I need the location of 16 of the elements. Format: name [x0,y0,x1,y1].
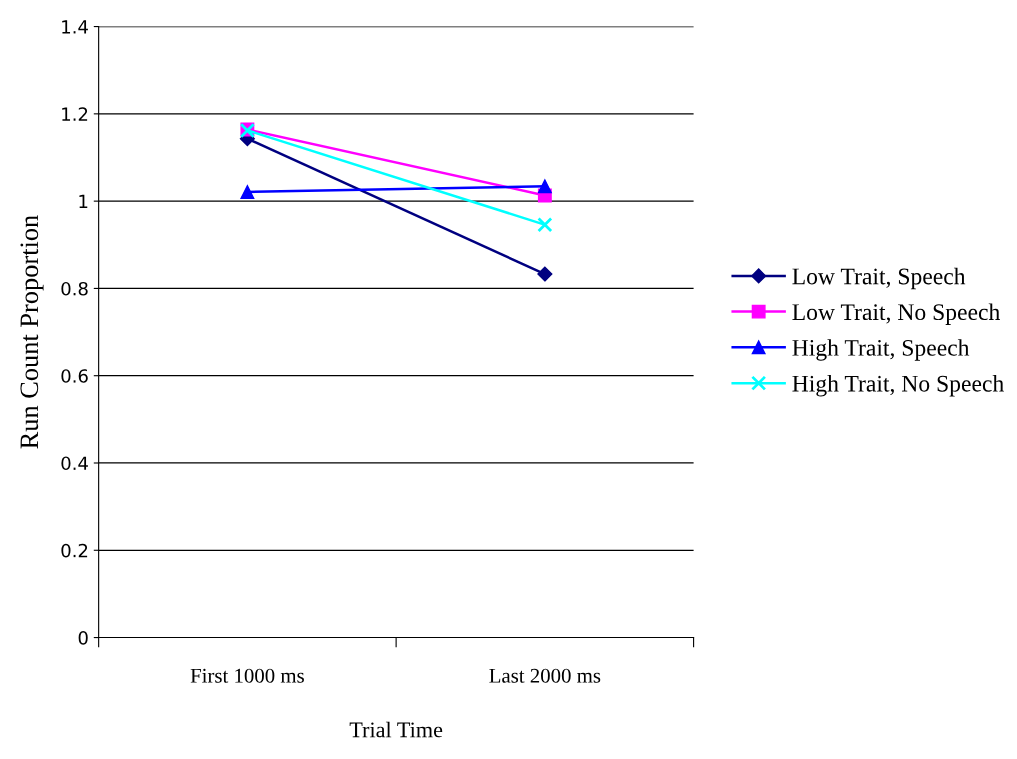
legend-label: High Trait, Speech [792,339,970,361]
y-axis-title: Run Count Proportion [20,215,44,449]
y-tick-label: 1 [79,194,88,208]
y-tick-label: 0.2 [61,543,88,558]
y-tick-label: 0.6 [61,369,88,383]
x-tick-label: Last 2000 ms [489,668,601,683]
x-axis-title: Trial Time [349,721,443,738]
y-tick-label: 0.8 [61,281,88,296]
y-tick-label: 0.4 [61,456,88,471]
y-tick-label: 1.4 [62,20,88,34]
x-tick-label: First 1000 ms [190,668,304,683]
y-tick-label: 1.2 [62,107,88,121]
legend-label: Low Trait, No Speech [792,303,1000,325]
legend-label: Low Trait, Speech [792,267,966,290]
legend-label: High Trait, No Speech [792,375,1004,397]
y-tick-label: 0 [78,631,88,645]
